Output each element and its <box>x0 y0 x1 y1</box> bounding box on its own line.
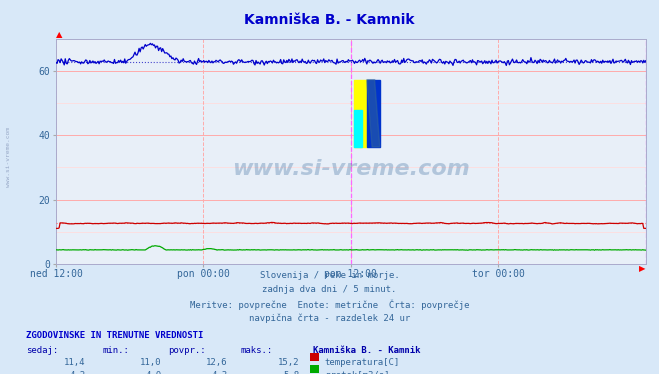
Text: temperatura[C]: temperatura[C] <box>325 358 400 367</box>
Text: ZGODOVINSKE IN TRENUTNE VREDNOSTI: ZGODOVINSKE IN TRENUTNE VREDNOSTI <box>26 331 204 340</box>
Polygon shape <box>367 80 380 147</box>
Bar <box>354 80 367 147</box>
Text: 11,4: 11,4 <box>64 358 86 367</box>
Text: Kamniška B. - Kamnik: Kamniška B. - Kamnik <box>244 13 415 27</box>
Text: Meritve: povprečne  Enote: metrične  Črta: povprečje: Meritve: povprečne Enote: metrične Črta:… <box>190 300 469 310</box>
Text: pretok[m3/s]: pretok[m3/s] <box>325 371 389 374</box>
Bar <box>367 80 380 147</box>
Text: 4,3: 4,3 <box>212 371 227 374</box>
Text: 11,0: 11,0 <box>140 358 161 367</box>
Text: navpična črta - razdelek 24 ur: navpična črta - razdelek 24 ur <box>249 314 410 323</box>
Text: Slovenija / reke in morje.: Slovenija / reke in morje. <box>260 271 399 280</box>
Text: zadnja dva dni / 5 minut.: zadnja dva dni / 5 minut. <box>262 285 397 294</box>
Text: ▲: ▲ <box>56 30 63 39</box>
Text: www.si-vreme.com: www.si-vreme.com <box>232 159 470 180</box>
Bar <box>354 110 362 147</box>
Text: 4,0: 4,0 <box>146 371 161 374</box>
Text: 12,6: 12,6 <box>206 358 227 367</box>
Text: 4,2: 4,2 <box>70 371 86 374</box>
Text: Kamniška B. - Kamnik: Kamniška B. - Kamnik <box>313 346 420 355</box>
Text: min.:: min.: <box>102 346 129 355</box>
Text: maks.:: maks.: <box>241 346 273 355</box>
Text: 5,8: 5,8 <box>284 371 300 374</box>
Text: 15,2: 15,2 <box>278 358 300 367</box>
Text: ▶: ▶ <box>639 264 646 273</box>
Text: sedaj:: sedaj: <box>26 346 59 355</box>
Text: povpr.:: povpr.: <box>168 346 206 355</box>
Text: www.si-vreme.com: www.si-vreme.com <box>6 127 11 187</box>
